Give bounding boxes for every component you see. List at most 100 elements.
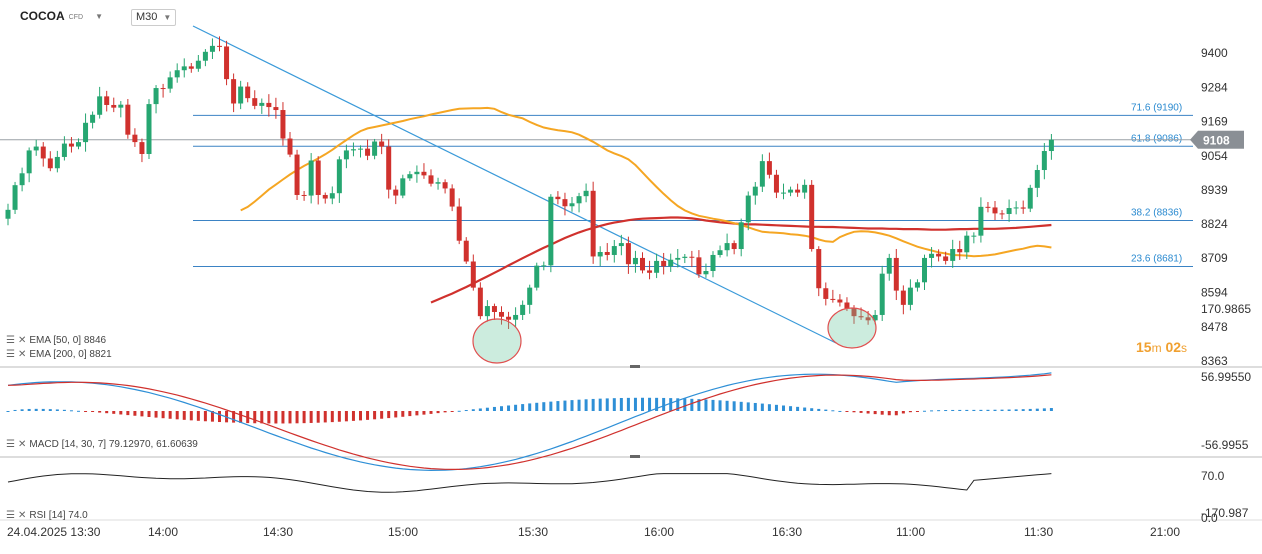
time-tick-label: 24.04.2025 13:30: [7, 525, 101, 539]
menu-lines-icon[interactable]: ☰: [6, 335, 15, 346]
macd-histogram-bar: [598, 398, 602, 411]
candle-body: [329, 193, 335, 199]
macd-histogram-bar: [288, 411, 292, 424]
ema200-legend[interactable]: ☰ ✕ EMA [200, 0] 8821: [6, 349, 112, 360]
candle-body: [731, 243, 737, 250]
time-tick-label: 16:30: [772, 525, 802, 539]
candle-body: [788, 189, 794, 193]
macd-histogram-bar: [958, 409, 962, 411]
macd-histogram-bar: [633, 397, 637, 411]
time-tick-label: 11:30: [1024, 525, 1053, 539]
macd-tick-label: -170.987: [1201, 506, 1249, 520]
chevron-down-icon[interactable]: ▼: [163, 13, 172, 22]
macd-label: MACD [14, 30, 7] 79.12970, 61.60639: [29, 439, 198, 450]
candle-body: [781, 192, 786, 194]
candle-body: [33, 146, 39, 151]
macd-histogram-bar: [373, 411, 377, 420]
candle-body: [661, 260, 667, 267]
macd-histogram-bar: [676, 398, 680, 411]
macd-histogram-bar: [767, 404, 771, 411]
candle-body: [1048, 139, 1054, 152]
candle-body: [541, 265, 547, 267]
candle-body: [943, 256, 949, 261]
candle-body: [900, 290, 906, 305]
price-tick-label: 9400: [1201, 46, 1228, 60]
candle-body: [12, 185, 18, 210]
chevron-down-icon[interactable]: ▼: [95, 11, 103, 21]
candle-body: [358, 148, 363, 150]
candle-body: [322, 194, 328, 199]
macd-histogram-bar: [901, 411, 905, 414]
candle-body: [957, 249, 963, 253]
macd-histogram-bar: [782, 405, 785, 411]
candle-body: [343, 150, 349, 160]
candle-body: [217, 45, 222, 47]
candle-body: [287, 138, 293, 155]
candle-body: [766, 161, 772, 175]
macd-histogram-bar: [845, 411, 849, 412]
macd-histogram-bar: [62, 409, 66, 411]
candle-body: [336, 159, 342, 194]
macd-histogram-bar: [337, 411, 341, 422]
macd-histogram-bar: [852, 411, 856, 413]
candle-body: [816, 249, 822, 289]
macd-tick-label: 170.9865: [1201, 302, 1251, 316]
trendline: [192, 25, 837, 344]
macd-histogram-bar: [732, 401, 736, 411]
macd-histogram-bar: [507, 405, 511, 411]
macd-histogram-bar: [239, 411, 243, 423]
menu-lines-icon[interactable]: ☰: [6, 510, 15, 521]
rsi-legend[interactable]: ☰ ✕ RSI [14] 74.0: [6, 510, 88, 521]
close-x-icon[interactable]: ✕: [17, 349, 27, 360]
symbol-selector[interactable]: COCOA CFD ▼: [20, 9, 103, 23]
macd-histogram-bar: [1000, 409, 1004, 411]
price-tick-label: 9169: [1201, 115, 1228, 129]
menu-lines-icon[interactable]: ☰: [6, 349, 15, 360]
symbol-name: COCOA: [20, 9, 65, 23]
ema50-legend[interactable]: ☰ ✕ EMA [50, 0] 8846: [6, 335, 106, 346]
candle-body: [1034, 170, 1040, 188]
candle-body: [837, 299, 843, 303]
macd-histogram-bar: [27, 408, 31, 411]
macd-histogram-bar: [866, 411, 870, 414]
macd-histogram-bar: [323, 411, 327, 423]
macd-histogram-bar: [380, 411, 384, 419]
candle-body: [745, 195, 751, 223]
candle-body: [499, 311, 504, 317]
candle-body: [929, 253, 935, 258]
macd-histogram-bar: [1007, 409, 1011, 411]
candle-body: [273, 107, 279, 111]
macd-histogram-bar: [330, 411, 334, 423]
macd-histogram-bar: [77, 410, 80, 412]
candle-body: [477, 287, 483, 317]
price-tick-label: 8824: [1201, 217, 1228, 231]
menu-lines-icon[interactable]: ☰: [6, 439, 15, 450]
candle-body: [231, 79, 237, 104]
macd-histogram-bar: [344, 411, 348, 422]
macd-histogram-bar: [915, 411, 919, 412]
macd-histogram-bar: [147, 411, 151, 418]
macd-histogram-bar: [887, 411, 891, 416]
candle-body: [365, 148, 371, 156]
macd-histogram-bar: [366, 411, 370, 420]
timeframe-selector[interactable]: M30 ▼: [131, 9, 177, 26]
candle-body: [393, 189, 399, 196]
close-x-icon[interactable]: ✕: [17, 335, 27, 346]
close-x-icon[interactable]: ✕: [17, 439, 27, 450]
close-x-icon[interactable]: ✕: [17, 510, 27, 521]
candle-body: [442, 182, 448, 189]
candle-body: [844, 302, 850, 309]
candle-body: [562, 199, 568, 207]
macd-histogram-bar: [584, 399, 588, 411]
highlight-ellipse: [472, 318, 522, 364]
macd-histogram-bar: [429, 411, 433, 414]
macd-histogram-bar: [591, 398, 595, 411]
macd-legend[interactable]: ☰ ✕ MACD [14, 30, 7] 79.12970, 61.60639: [6, 439, 198, 450]
candle-body: [407, 174, 413, 179]
macd-histogram-bar: [20, 409, 24, 411]
candle-body: [907, 287, 913, 305]
price-tick-label: 8478: [1201, 320, 1228, 334]
ema50-line: [240, 106, 1052, 258]
